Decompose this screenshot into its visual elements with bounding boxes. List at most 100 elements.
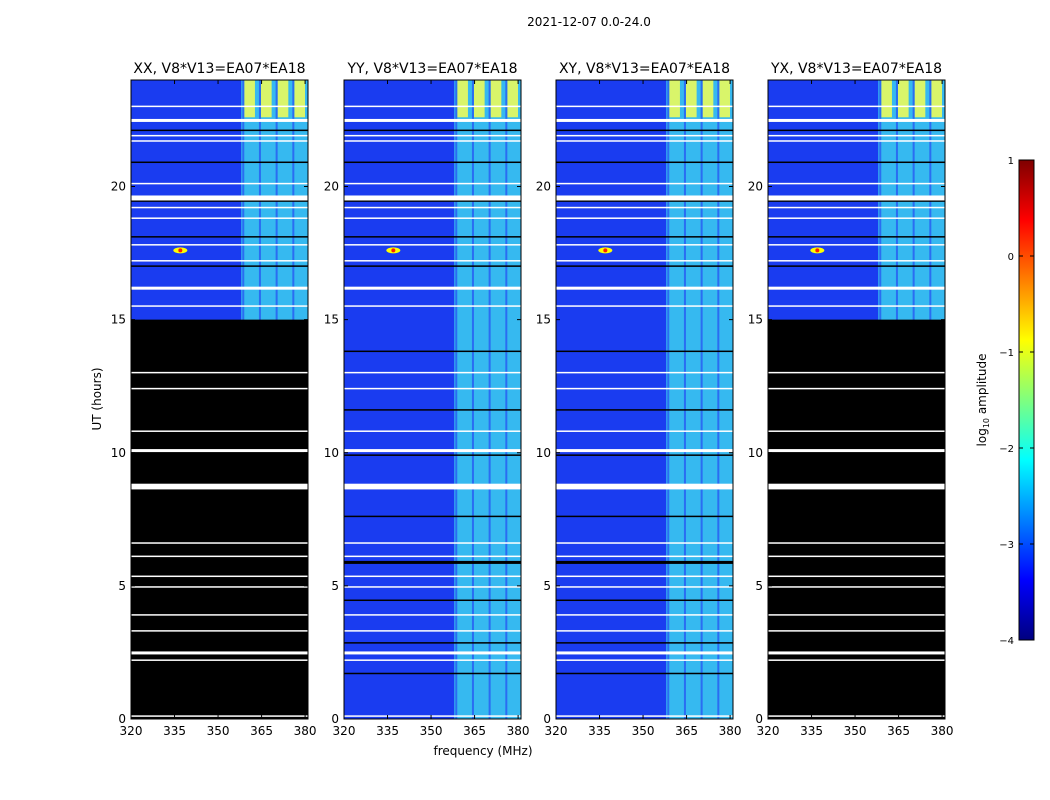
flagged-row (131, 586, 308, 588)
y-tick-label: 5 (755, 579, 763, 593)
x-tick-label: 380 (719, 724, 742, 738)
flagged-row (131, 659, 308, 661)
flagged-row (556, 409, 733, 411)
flagged-row (344, 560, 521, 564)
y-tick-label: 0 (543, 712, 551, 726)
panel-frame (767, 79, 946, 720)
flagged-row (344, 129, 521, 132)
flagged-row (556, 286, 733, 290)
flagged-row (768, 542, 945, 544)
flagged-row (344, 515, 521, 518)
x-tick-label: 350 (207, 724, 230, 738)
flagged-row (131, 244, 308, 246)
flagged-band (344, 484, 521, 490)
x-tick-label: 380 (507, 724, 530, 738)
x-tick-label: 335 (163, 724, 186, 738)
flagged-row (344, 182, 521, 185)
y-tick-label: 15 (748, 313, 763, 327)
flagged-row (556, 630, 733, 632)
flagged-row (768, 659, 945, 661)
flagged-row (768, 244, 945, 246)
x-tick-label: 365 (250, 724, 273, 738)
flagged-row (768, 560, 945, 564)
flagged-row (131, 206, 308, 209)
flagged-row (131, 134, 308, 137)
rfi-strip-gap (488, 80, 491, 719)
flagged-row (131, 161, 308, 164)
flagged-row (556, 642, 733, 644)
x-tick-label: 350 (844, 724, 867, 738)
flagged-row (768, 182, 945, 185)
x-tick-label: 350 (420, 724, 443, 738)
flagged-row (556, 515, 733, 518)
rfi-strip-strong (457, 80, 468, 118)
y-tick-label: 20 (111, 180, 126, 194)
flagged-row (556, 105, 733, 108)
flagged-row (556, 560, 733, 564)
flagged-row (131, 217, 308, 219)
flagged-row (768, 105, 945, 108)
flagged-row (556, 387, 733, 390)
rfi-strip-strong (244, 80, 255, 118)
flagged-row (131, 672, 308, 675)
flagged-row (556, 614, 733, 616)
flagged-row (768, 672, 945, 675)
flagged-row (768, 118, 945, 122)
rfi-spot-core (178, 248, 183, 253)
y-axis-label: UT (hours) (90, 367, 104, 430)
y-tick-label: 0 (118, 712, 126, 726)
panel-title: XX, V8*V13=EA07*EA18 (133, 61, 305, 77)
flagged-row (768, 387, 945, 390)
flagged-band (344, 195, 521, 201)
flagged-row (131, 409, 308, 411)
flagged-row (131, 182, 308, 185)
flagged-row (556, 659, 733, 661)
flagged-row (344, 236, 521, 238)
x-tick-label: 320 (120, 724, 143, 738)
flagged-row (131, 265, 308, 267)
flagged-row (556, 555, 733, 558)
flagged-row (344, 217, 521, 219)
flagged-row (768, 599, 945, 602)
flagged-row (768, 286, 945, 290)
figure-title: 2021-12-07 0.0-24.0 (527, 15, 651, 29)
flagged-row (131, 642, 308, 644)
flagged-row (768, 129, 945, 132)
flagged-row (768, 614, 945, 616)
flagged-row (556, 651, 733, 655)
flagged-row (768, 454, 945, 456)
flagged-row (556, 161, 733, 164)
flagged-row (768, 350, 945, 353)
rfi-band (666, 80, 733, 719)
colorbar-label-rest: amplitude (975, 354, 989, 418)
flagged-row (344, 350, 521, 353)
flagged-row (768, 161, 945, 164)
flagged-row (556, 118, 733, 122)
flagged-row (344, 542, 521, 544)
no-data-region (768, 319, 945, 719)
flagged-row (556, 430, 733, 432)
rfi-spot-core (603, 248, 608, 253)
flagged-row (344, 305, 521, 307)
flagged-row (131, 555, 308, 558)
flagged-row (131, 118, 308, 122)
rfi-strip-strong (881, 80, 892, 118)
y-tick-label: 15 (111, 313, 126, 327)
flagged-row (344, 140, 521, 142)
rfi-strip-gap (505, 80, 508, 719)
flagged-row (344, 630, 521, 632)
colorbar-tick-label: 1 (1008, 156, 1014, 167)
flagged-row (556, 134, 733, 137)
flagged-row (344, 118, 521, 122)
flagged-row (344, 642, 521, 644)
rfi-strip-strong (490, 80, 502, 118)
x-tick-label: 365 (887, 724, 910, 738)
flagged-row (131, 449, 308, 453)
flagged-row (344, 715, 521, 717)
x-tick-label: 335 (588, 724, 611, 738)
y-tick-label: 5 (543, 579, 551, 593)
flagged-band (131, 195, 308, 201)
rfi-strip-strong (702, 80, 714, 118)
y-tick-label: 15 (324, 313, 339, 327)
